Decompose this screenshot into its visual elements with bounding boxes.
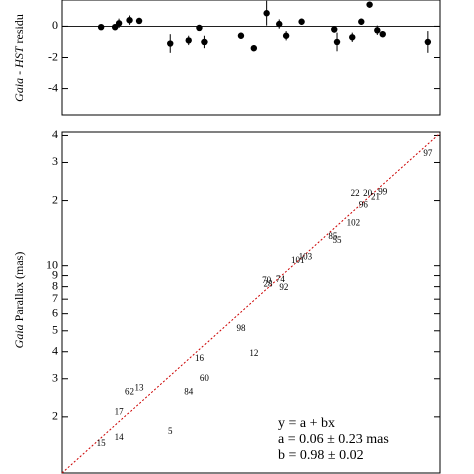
y-tick-label: 0: [52, 18, 58, 32]
point: [379, 30, 386, 38]
point-label: 12: [249, 348, 258, 358]
point-label: 5: [168, 426, 173, 436]
point: [135, 17, 143, 25]
y-tick-label: 8: [52, 278, 58, 292]
label-part: HST: [12, 45, 26, 69]
point: [185, 37, 192, 44]
label-part: -: [12, 71, 26, 75]
bottom-frame: [61, 131, 441, 474]
reference-line: [61, 132, 441, 474]
y-tick-label: 4: [52, 127, 58, 141]
point-label: 70: [262, 275, 272, 285]
y-tick-label: 2: [52, 192, 58, 206]
point-label: 60: [200, 373, 210, 383]
point-label: 17: [115, 406, 125, 416]
point-label: 28: [263, 278, 273, 288]
point: [331, 26, 338, 33]
point: [366, 1, 373, 8]
point: [358, 18, 365, 25]
point: [97, 23, 105, 31]
point: [424, 38, 432, 46]
y-tick-label: -2: [48, 49, 58, 63]
label-part: Gaia: [12, 324, 26, 348]
point: [115, 20, 123, 27]
y-tick-label: 7: [52, 291, 58, 305]
point-label: 15: [97, 438, 107, 448]
point-label: 62: [125, 386, 134, 396]
point-label: 98: [236, 323, 246, 333]
y-tick-label: 3: [52, 154, 58, 168]
top-y-label: Gaia - HST residu: [12, 14, 26, 102]
point: [276, 20, 283, 28]
y-tick-label: 4: [52, 343, 58, 357]
point-label: 16: [195, 353, 205, 363]
point-label: 102: [347, 217, 361, 227]
point-label: 101: [291, 255, 305, 265]
point-label: 84: [184, 386, 194, 396]
point: [298, 18, 305, 25]
point-label: 92: [279, 282, 288, 292]
annotation: y = a + bx: [278, 416, 335, 431]
point: [237, 32, 245, 39]
point-label: 97: [423, 148, 433, 158]
point: [282, 32, 290, 39]
label-part: residu: [12, 14, 26, 43]
y-tick-label: 5: [52, 323, 58, 337]
label-part: Parallax (mas): [12, 252, 26, 322]
point-label: 99: [378, 187, 388, 197]
y-tick-label: 9: [52, 267, 58, 281]
point-label: 103: [299, 252, 313, 262]
annotation: a = 0.06 ± 0.23 mas: [278, 432, 389, 447]
point-label: 22: [351, 188, 360, 198]
point: [126, 17, 133, 24]
point: [250, 44, 258, 52]
bottom-y-label: Gaia Parallax (mas): [12, 252, 26, 349]
point-label: 13: [135, 383, 145, 393]
point-label: 14: [115, 432, 125, 442]
point-label: 21: [371, 191, 380, 201]
point: [333, 38, 341, 46]
annotation: b = 0.98 ± 0.02: [278, 448, 364, 463]
point-label: 20: [363, 188, 373, 198]
y-tick-label: 3: [52, 371, 58, 385]
point-label: 85: [328, 231, 338, 241]
point: [167, 40, 174, 47]
label-part: Gaia: [12, 78, 26, 102]
point: [349, 34, 356, 41]
point-label: 55: [333, 235, 343, 245]
point: [201, 38, 208, 46]
point-label: 74: [276, 274, 286, 284]
point: [263, 10, 270, 17]
top-frame: [61, 0, 441, 116]
point: [196, 24, 203, 32]
y-tick-label: 2: [52, 409, 58, 423]
y-tick-label: 10: [46, 257, 58, 271]
point-label: 96: [359, 199, 369, 209]
y-tick-label: -4: [48, 80, 58, 94]
point: [111, 23, 119, 31]
y-tick-label: 6: [52, 305, 58, 319]
point: [374, 27, 381, 34]
